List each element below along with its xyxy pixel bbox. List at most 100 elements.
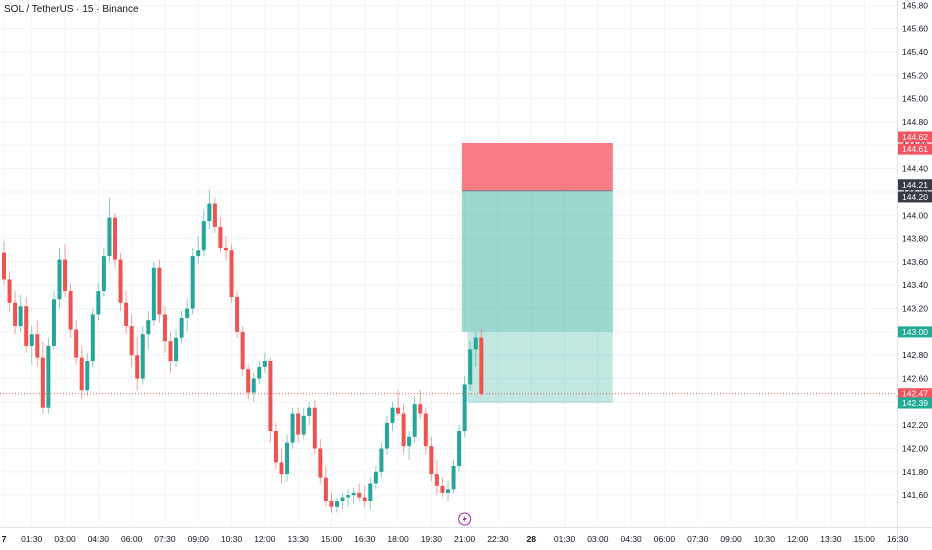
candle-body[interactable] xyxy=(101,256,106,292)
symbol-title[interactable]: SOL / TetherUS · 15 · Binance xyxy=(4,4,139,15)
candle-body[interactable] xyxy=(401,413,406,447)
candle-body[interactable] xyxy=(57,259,62,300)
price-tag[interactable] xyxy=(898,143,932,155)
candle-body[interactable] xyxy=(168,341,173,362)
candle-body[interactable] xyxy=(440,485,445,493)
candle-body[interactable] xyxy=(162,314,167,342)
price-tag[interactable] xyxy=(898,191,932,203)
candle-body[interactable] xyxy=(40,357,45,408)
candle-body[interactable] xyxy=(407,436,412,447)
candle-body[interactable] xyxy=(18,306,23,327)
candle-body[interactable] xyxy=(113,217,117,260)
candle-body[interactable] xyxy=(2,252,6,280)
candle-body[interactable] xyxy=(151,267,156,321)
candle-body[interactable] xyxy=(340,497,345,502)
candle-body[interactable] xyxy=(335,501,339,507)
candle-body[interactable] xyxy=(185,308,190,318)
candle-body[interactable] xyxy=(312,407,317,449)
candle-body[interactable] xyxy=(351,492,356,496)
candle-body[interactable] xyxy=(329,501,334,507)
candle-body[interactable] xyxy=(384,422,389,449)
candle-body[interactable] xyxy=(135,355,140,379)
candle-body[interactable] xyxy=(146,320,151,335)
candle-body[interactable] xyxy=(229,250,234,297)
candle-body[interactable] xyxy=(318,448,323,478)
candle-body[interactable] xyxy=(279,462,284,475)
candle-body[interactable] xyxy=(90,314,95,362)
candle-body[interactable] xyxy=(107,217,112,257)
candle-body[interactable] xyxy=(429,446,434,475)
candle-body[interactable] xyxy=(373,471,378,484)
candle-body[interactable] xyxy=(96,291,101,315)
candle-body[interactable] xyxy=(273,431,278,463)
candle-body[interactable] xyxy=(323,477,328,502)
candle-body[interactable] xyxy=(74,329,79,358)
candle-body[interactable] xyxy=(235,296,240,332)
candle-body[interactable] xyxy=(379,448,384,472)
candle-body[interactable] xyxy=(201,221,206,251)
candle-body[interactable] xyxy=(451,466,456,490)
stop-loss-zone[interactable] xyxy=(461,142,613,191)
candle-body[interactable] xyxy=(79,357,84,391)
candle-body[interactable] xyxy=(85,361,90,391)
price-tag[interactable] xyxy=(898,397,932,409)
candle-body[interactable] xyxy=(262,361,267,367)
candle-body[interactable] xyxy=(418,404,423,414)
candle-body[interactable] xyxy=(368,483,373,502)
price-tag[interactable] xyxy=(898,326,932,338)
candle-body[interactable] xyxy=(35,334,40,358)
candle-body[interactable] xyxy=(296,413,301,435)
candle-body[interactable] xyxy=(412,404,417,437)
candle-body[interactable] xyxy=(479,337,484,394)
candle-body[interactable] xyxy=(396,407,401,414)
candle-body[interactable] xyxy=(129,326,134,356)
candle-body[interactable] xyxy=(246,369,251,393)
candle-body[interactable] xyxy=(446,489,450,493)
candle-body[interactable] xyxy=(196,250,201,257)
candle-body[interactable] xyxy=(462,384,467,432)
candle-body[interactable] xyxy=(473,337,478,350)
candle-body[interactable] xyxy=(212,203,217,227)
candle-body[interactable] xyxy=(46,345,51,408)
candle-body[interactable] xyxy=(357,492,362,498)
candle-body[interactable] xyxy=(118,259,123,303)
candle-body[interactable] xyxy=(240,331,245,370)
candle-body[interactable] xyxy=(346,495,351,498)
candle-body[interactable] xyxy=(63,259,68,292)
candle-body[interactable] xyxy=(24,306,29,346)
candle-body[interactable] xyxy=(268,361,273,432)
candle-body[interactable] xyxy=(257,366,262,379)
candle-body[interactable] xyxy=(224,247,228,251)
candle-body[interactable] xyxy=(423,413,428,447)
candle-body[interactable] xyxy=(157,267,162,315)
candle-body[interactable] xyxy=(390,407,395,423)
price-axis-label: 142.00 xyxy=(902,444,928,454)
candle-body[interactable] xyxy=(29,334,34,346)
candle-body[interactable] xyxy=(457,431,462,467)
candle-body[interactable] xyxy=(207,203,212,222)
candle-body[interactable] xyxy=(307,407,312,416)
candle-body[interactable] xyxy=(290,413,295,443)
candle-body[interactable] xyxy=(434,474,439,486)
candle-body[interactable] xyxy=(7,279,12,303)
price-tag[interactable] xyxy=(898,131,932,143)
candle-body[interactable] xyxy=(140,334,145,379)
candle-body[interactable] xyxy=(301,415,306,435)
price-tag[interactable] xyxy=(898,179,932,191)
candle-body[interactable] xyxy=(468,349,473,385)
candle-body[interactable] xyxy=(362,497,367,502)
candle-body[interactable] xyxy=(218,226,223,248)
candle-body[interactable] xyxy=(251,378,256,393)
candle-body[interactable] xyxy=(179,317,184,338)
candle-body[interactable] xyxy=(68,291,73,330)
profit-target-zone[interactable] xyxy=(461,190,613,332)
candle-body[interactable] xyxy=(285,442,290,475)
candle-body[interactable] xyxy=(51,299,56,346)
profit-filled-zone[interactable] xyxy=(467,331,613,404)
candle-body[interactable] xyxy=(174,337,179,362)
candle-body[interactable] xyxy=(13,302,18,327)
candle-body[interactable] xyxy=(124,302,129,327)
candle-body[interactable] xyxy=(190,256,195,309)
